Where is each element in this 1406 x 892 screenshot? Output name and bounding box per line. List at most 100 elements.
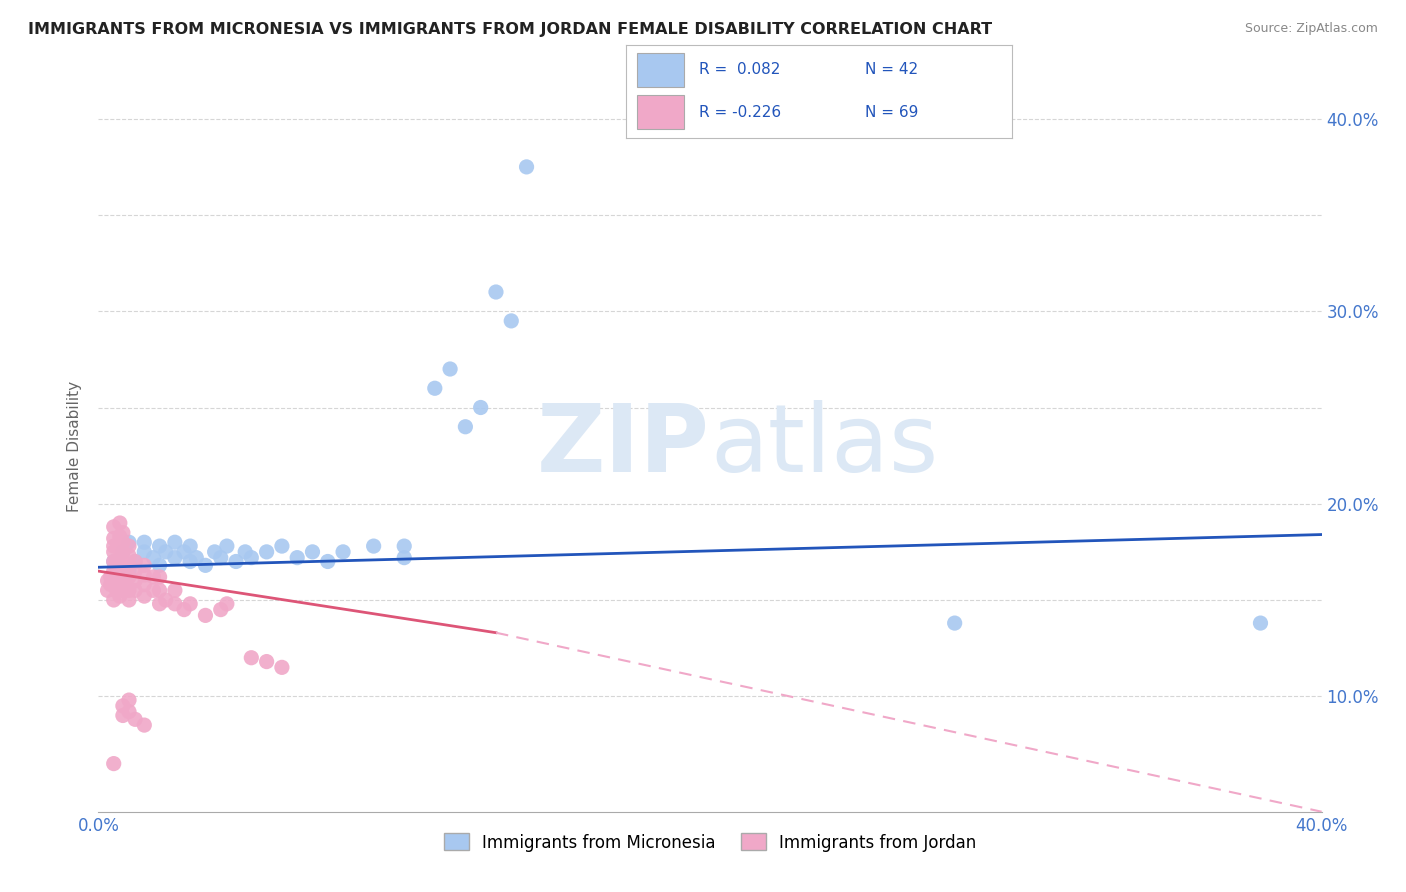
Point <box>155 545 177 559</box>
Point <box>134 535 156 549</box>
Point <box>186 550 208 565</box>
Point <box>240 650 263 665</box>
Point <box>100 577 122 591</box>
Text: R =  0.082: R = 0.082 <box>699 62 780 78</box>
Point <box>111 698 134 713</box>
Point <box>111 545 134 559</box>
Point <box>103 545 125 559</box>
Text: atlas: atlas <box>710 400 938 492</box>
Point <box>105 564 128 578</box>
Point <box>134 568 156 582</box>
Point <box>108 577 131 591</box>
Point <box>516 160 538 174</box>
Point <box>105 583 128 598</box>
Point <box>179 554 201 568</box>
Point <box>454 419 477 434</box>
Point <box>103 520 125 534</box>
Bar <box>637 53 683 87</box>
Point <box>115 577 138 591</box>
Point <box>105 574 128 588</box>
Point <box>470 401 492 415</box>
Point <box>142 550 165 565</box>
Point <box>108 550 131 565</box>
Point <box>118 593 141 607</box>
Point <box>103 593 125 607</box>
Point <box>179 597 201 611</box>
Point <box>163 550 186 565</box>
Point <box>163 597 186 611</box>
Text: ZIP: ZIP <box>537 400 710 492</box>
Point <box>149 558 172 573</box>
Point <box>118 705 141 719</box>
Point <box>163 535 186 549</box>
Point <box>124 574 146 588</box>
Point <box>118 535 141 549</box>
Legend: Immigrants from Micronesia, Immigrants from Jordan: Immigrants from Micronesia, Immigrants f… <box>437 827 983 858</box>
Text: R = -0.226: R = -0.226 <box>699 104 782 120</box>
Point <box>501 314 523 328</box>
Point <box>134 558 156 573</box>
Point <box>111 554 134 568</box>
Point <box>134 718 156 732</box>
Point <box>111 545 134 559</box>
Point <box>256 545 278 559</box>
Point <box>103 564 125 578</box>
Point <box>108 558 131 573</box>
Point <box>97 574 120 588</box>
Point <box>256 655 278 669</box>
Point <box>134 589 156 603</box>
Point <box>103 554 125 568</box>
Point <box>155 593 177 607</box>
Point <box>204 545 226 559</box>
Point <box>111 525 134 540</box>
Point <box>108 568 131 582</box>
Point <box>115 568 138 582</box>
Point <box>209 602 232 616</box>
Point <box>108 589 131 603</box>
Point <box>103 756 125 771</box>
Point <box>124 583 146 598</box>
Point <box>943 616 966 631</box>
Point <box>103 577 125 591</box>
Point <box>142 570 165 584</box>
Point <box>118 549 141 563</box>
Point <box>134 577 156 591</box>
Text: N = 42: N = 42 <box>865 62 918 78</box>
Point <box>100 570 122 584</box>
Bar <box>637 95 683 129</box>
Point <box>285 550 308 565</box>
Point <box>1249 616 1271 631</box>
Point <box>423 381 446 395</box>
Point <box>118 558 141 573</box>
Text: IMMIGRANTS FROM MICRONESIA VS IMMIGRANTS FROM JORDAN FEMALE DISABILITY CORRELATI: IMMIGRANTS FROM MICRONESIA VS IMMIGRANTS… <box>28 22 993 37</box>
Point <box>118 570 141 584</box>
Point <box>111 583 134 598</box>
Point <box>108 539 131 553</box>
Point <box>124 564 146 578</box>
Point <box>103 554 125 568</box>
Point <box>179 539 201 553</box>
Point <box>392 550 416 565</box>
Point <box>149 539 172 553</box>
Point <box>215 597 238 611</box>
Point <box>108 516 131 530</box>
Point <box>163 583 186 598</box>
Point <box>124 712 146 726</box>
Point <box>118 583 141 598</box>
Point <box>270 539 292 553</box>
Point <box>134 545 156 559</box>
Point <box>103 539 125 553</box>
Point <box>111 564 134 578</box>
Point <box>105 554 128 568</box>
Point <box>149 597 172 611</box>
Text: N = 69: N = 69 <box>865 104 918 120</box>
Point <box>301 545 323 559</box>
Point <box>111 574 134 588</box>
Point <box>111 535 134 549</box>
Point <box>392 539 416 553</box>
Point <box>316 554 339 568</box>
Point <box>149 570 172 584</box>
Point <box>439 362 461 376</box>
Point <box>194 558 217 573</box>
Point <box>270 660 292 674</box>
